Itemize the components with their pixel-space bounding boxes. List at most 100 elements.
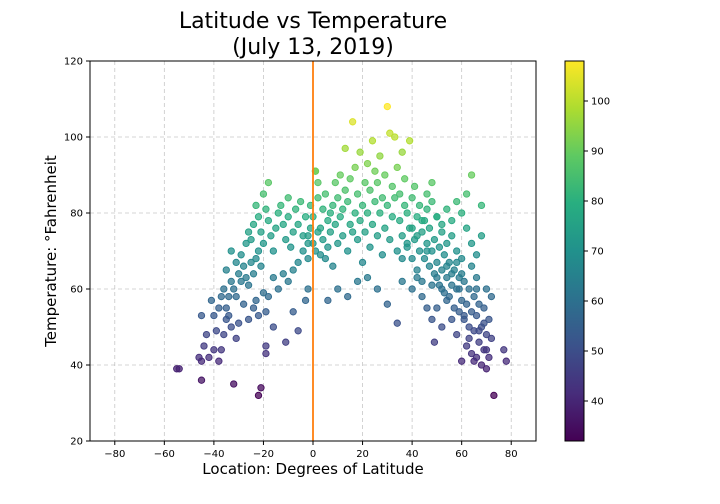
data-point: [205, 353, 213, 362]
data-point: [316, 251, 325, 259]
y-tick-label: 100: [64, 133, 83, 144]
data-point: [217, 346, 225, 354]
data-point: [465, 323, 473, 331]
data-point: [235, 270, 243, 278]
data-point: [262, 342, 270, 350]
x-tick-label: −40: [203, 449, 224, 460]
data-point: [487, 334, 496, 343]
data-point: [413, 266, 421, 274]
data-point: [418, 292, 426, 301]
data-point: [358, 201, 367, 210]
data-point: [326, 228, 334, 236]
data-point: [215, 304, 223, 312]
data-point: [215, 357, 223, 365]
data-point: [232, 334, 240, 343]
y-tick-label: 40: [70, 361, 83, 372]
data-point: [358, 258, 367, 267]
data-point: [462, 224, 471, 232]
data-point: [413, 213, 421, 221]
data-point: [373, 285, 382, 293]
data-point: [351, 163, 359, 172]
data-point: [197, 376, 206, 384]
data-point: [269, 323, 278, 331]
data-point: [433, 304, 441, 312]
data-point: [353, 277, 362, 286]
colorbar-tick-label: 50: [591, 347, 604, 358]
data-point: [405, 137, 414, 145]
data-point: [428, 281, 436, 289]
data-point: [413, 232, 421, 240]
data-point: [398, 148, 406, 156]
data-point: [264, 292, 273, 301]
data-point: [472, 285, 481, 293]
data-point: [339, 205, 347, 213]
data-point: [262, 205, 270, 213]
data-point: [257, 384, 265, 392]
data-point: [232, 292, 240, 301]
data-point: [401, 201, 409, 210]
data-point: [259, 239, 268, 248]
data-point: [344, 292, 352, 301]
data-point: [252, 201, 260, 210]
x-tick-label: −60: [154, 449, 175, 460]
data-point: [485, 353, 493, 362]
data-point: [210, 311, 218, 320]
data-point: [448, 232, 456, 240]
x-tick-label: 60: [455, 449, 468, 460]
data-point: [482, 285, 491, 293]
data-point: [403, 209, 411, 217]
data-point: [316, 224, 325, 232]
data-point: [282, 338, 290, 346]
data-point: [433, 273, 441, 282]
data-point: [480, 304, 488, 312]
data-point: [230, 380, 238, 388]
data-point: [448, 216, 456, 225]
data-point: [366, 186, 374, 194]
data-point: [440, 251, 448, 259]
data-point: [363, 273, 372, 282]
data-point: [386, 235, 394, 244]
data-point: [391, 133, 399, 141]
data-point: [227, 277, 235, 286]
data-point: [363, 209, 372, 217]
data-point: [408, 254, 416, 263]
x-axis-ticks: −80 −60 −40 −20 0 20 40 60 80: [104, 441, 518, 460]
data-point: [418, 277, 426, 286]
y-tick-label: 80: [70, 209, 83, 220]
data-point: [242, 239, 250, 248]
data-point: [388, 213, 396, 221]
data-point: [210, 346, 218, 354]
data-point: [314, 194, 322, 202]
data-point: [465, 285, 473, 293]
data-point: [383, 102, 391, 111]
data-point: [393, 163, 401, 172]
data-point: [222, 304, 230, 312]
data-point: [403, 239, 411, 248]
data-point: [254, 247, 263, 255]
data-point: [252, 254, 260, 263]
data-point: [485, 315, 493, 324]
data-point: [453, 197, 461, 206]
data-point: [450, 304, 458, 312]
colorbar-tick-label: 80: [591, 197, 604, 208]
data-point: [448, 315, 456, 324]
data-point: [428, 178, 436, 187]
data-point: [423, 205, 431, 213]
data-point: [289, 228, 297, 236]
data-point: [475, 338, 483, 346]
data-point: [175, 365, 183, 373]
data-point: [415, 201, 424, 210]
data-point: [460, 277, 468, 286]
data-point: [274, 209, 282, 217]
data-point: [348, 228, 357, 236]
data-point: [423, 190, 431, 198]
data-point: [423, 304, 431, 312]
data-point: [242, 273, 250, 282]
data-point: [222, 266, 230, 274]
data-point: [252, 296, 260, 305]
data-point: [467, 262, 476, 270]
x-tick-label: −80: [104, 449, 125, 460]
data-point: [453, 330, 461, 339]
chart-subtitle: (July 13, 2019): [232, 35, 394, 60]
